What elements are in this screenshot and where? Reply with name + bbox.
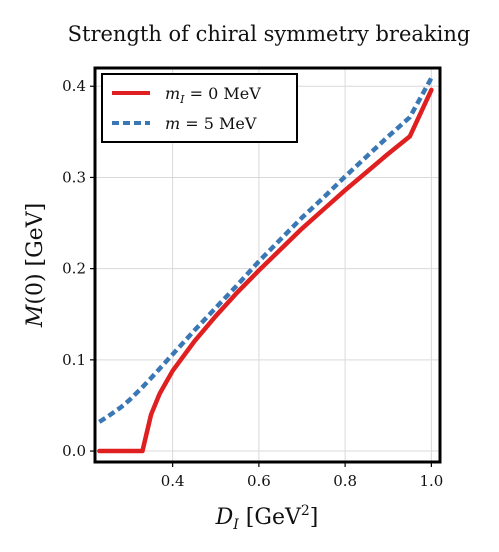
x-axis-label: DI [GeV2] <box>215 503 319 533</box>
series-line-m-5 <box>98 76 434 424</box>
y-tick-label: 0.1 <box>62 351 86 369</box>
legend: mI = 0 MeV m = 5 MeV <box>101 73 298 143</box>
legend-label-m-i-0: mI = 0 MeV <box>165 84 261 106</box>
plot-frame <box>93 66 442 464</box>
x-tick-label: 1.0 <box>419 472 443 490</box>
y-tick-label: 0.4 <box>62 77 86 95</box>
series-layer <box>97 76 434 454</box>
legend-box <box>101 73 298 143</box>
y-tick-label: 0.2 <box>62 260 86 278</box>
y-axis-label: M(0) [GeV] <box>23 203 48 328</box>
x-tick-label: 0.6 <box>247 472 271 490</box>
y-tick-label: 0.3 <box>62 168 86 186</box>
x-tick-label: 0.8 <box>333 472 357 490</box>
legend-label-m-5: m = 5 MeV <box>165 114 257 133</box>
chart-title: Strength of chiral symmetry breaking <box>68 22 471 46</box>
x-tick-label: 0.4 <box>161 472 185 490</box>
tick-layer: 0.4 0.6 0.8 1.0 0.0 0.1 0.2 0.3 0.4 <box>62 77 443 490</box>
y-tick-label: 0.0 <box>62 442 86 460</box>
series-line-m-i-0 <box>97 87 434 454</box>
